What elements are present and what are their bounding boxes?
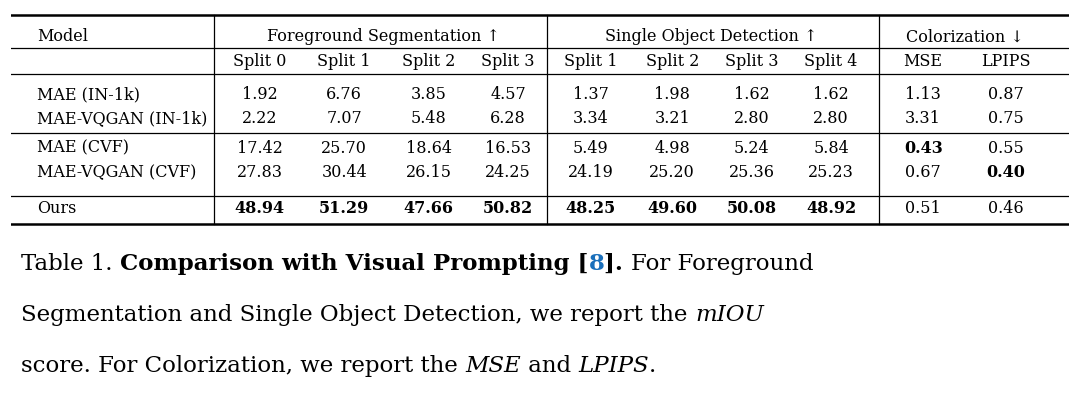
Text: 25.70: 25.70 [321,140,367,157]
Text: 51.29: 51.29 [319,200,369,217]
Text: Colorization ↓: Colorization ↓ [905,28,1023,45]
Text: 0.87: 0.87 [988,86,1024,103]
Text: MAE-VQGAN (CVF): MAE-VQGAN (CVF) [37,164,197,181]
Text: 27.83: 27.83 [237,164,283,181]
Text: 5.48: 5.48 [411,110,447,127]
Text: 0.67: 0.67 [905,164,941,181]
Text: MSE: MSE [904,53,943,70]
Text: 3.31: 3.31 [905,110,941,127]
Text: 47.66: 47.66 [404,200,454,217]
Text: 24.25: 24.25 [485,164,531,181]
Text: 3.85: 3.85 [410,86,447,103]
Text: 26.15: 26.15 [406,164,451,181]
Text: MAE (CVF): MAE (CVF) [37,140,130,157]
Text: 50.08: 50.08 [727,200,777,217]
Text: MAE (IN-1k): MAE (IN-1k) [37,86,140,103]
Text: ].: ]. [605,253,631,275]
Text: MAE-VQGAN (IN-1k): MAE-VQGAN (IN-1k) [37,110,207,127]
Text: 25.36: 25.36 [729,164,774,181]
Text: Split 0: Split 0 [233,53,286,70]
Text: 2.22: 2.22 [242,110,278,127]
Text: 18.64: 18.64 [406,140,451,157]
Text: Split 3: Split 3 [482,53,535,70]
Text: Split 2: Split 2 [646,53,699,70]
Text: Table 1.: Table 1. [22,253,120,275]
Text: 48.25: 48.25 [566,200,616,217]
Text: 0.40: 0.40 [986,164,1025,181]
Text: 2.80: 2.80 [734,110,769,127]
Text: 3.34: 3.34 [572,110,609,127]
Text: 30.44: 30.44 [322,164,367,181]
Text: Ours: Ours [37,200,77,217]
Text: 25.23: 25.23 [808,164,854,181]
Text: 50.82: 50.82 [483,200,534,217]
Text: 48.92: 48.92 [806,200,856,217]
Text: 0.75: 0.75 [988,110,1024,127]
Text: 49.60: 49.60 [647,200,698,217]
Text: and: and [522,355,579,377]
Text: 3.21: 3.21 [654,110,690,127]
Text: 4.98: 4.98 [654,140,690,157]
Text: For Foreground: For Foreground [631,253,813,275]
Text: 1.98: 1.98 [654,86,690,103]
Text: Foreground Segmentation ↑: Foreground Segmentation ↑ [268,28,500,45]
Text: 1.13: 1.13 [905,86,941,103]
Text: 2.80: 2.80 [813,110,849,127]
Text: LPIPS: LPIPS [579,355,649,377]
Text: Split 1: Split 1 [318,53,370,70]
Text: 1.92: 1.92 [242,86,278,103]
Text: 4.57: 4.57 [490,86,526,103]
Text: Segmentation and Single Object Detection, we report the: Segmentation and Single Object Detection… [22,304,696,326]
Text: 6.76: 6.76 [326,86,362,103]
Text: Single Object Detection ↑: Single Object Detection ↑ [605,28,818,45]
Text: 24.19: 24.19 [568,164,613,181]
Text: 1.37: 1.37 [572,86,609,103]
Text: 5.24: 5.24 [734,140,769,157]
Text: 6.28: 6.28 [490,110,526,127]
Text: Split 4: Split 4 [805,53,858,70]
Text: 5.84: 5.84 [813,140,849,157]
Text: 5.49: 5.49 [572,140,609,157]
Text: 48.94: 48.94 [234,200,285,217]
Text: Split 2: Split 2 [402,53,456,70]
Text: Split 1: Split 1 [564,53,618,70]
Text: MSE: MSE [465,355,522,377]
Text: LPIPS: LPIPS [981,53,1030,70]
Text: score. For Colorization, we report the: score. For Colorization, we report the [22,355,465,377]
Text: 0.55: 0.55 [988,140,1024,157]
Text: Model: Model [37,28,89,45]
Text: 0.43: 0.43 [904,140,943,157]
Text: Split 3: Split 3 [725,53,779,70]
Text: 7.07: 7.07 [326,110,362,127]
Text: 8: 8 [589,253,605,275]
Text: 17.42: 17.42 [237,140,283,157]
Text: 0.51: 0.51 [905,200,941,217]
Text: .: . [649,355,657,377]
Text: 1.62: 1.62 [733,86,770,103]
Text: Comparison with Visual Prompting [: Comparison with Visual Prompting [ [120,253,589,275]
Text: 1.62: 1.62 [813,86,849,103]
Text: 16.53: 16.53 [485,140,531,157]
Text: 25.20: 25.20 [649,164,696,181]
Text: 0.46: 0.46 [988,200,1024,217]
Text: mIOU: mIOU [696,304,764,326]
